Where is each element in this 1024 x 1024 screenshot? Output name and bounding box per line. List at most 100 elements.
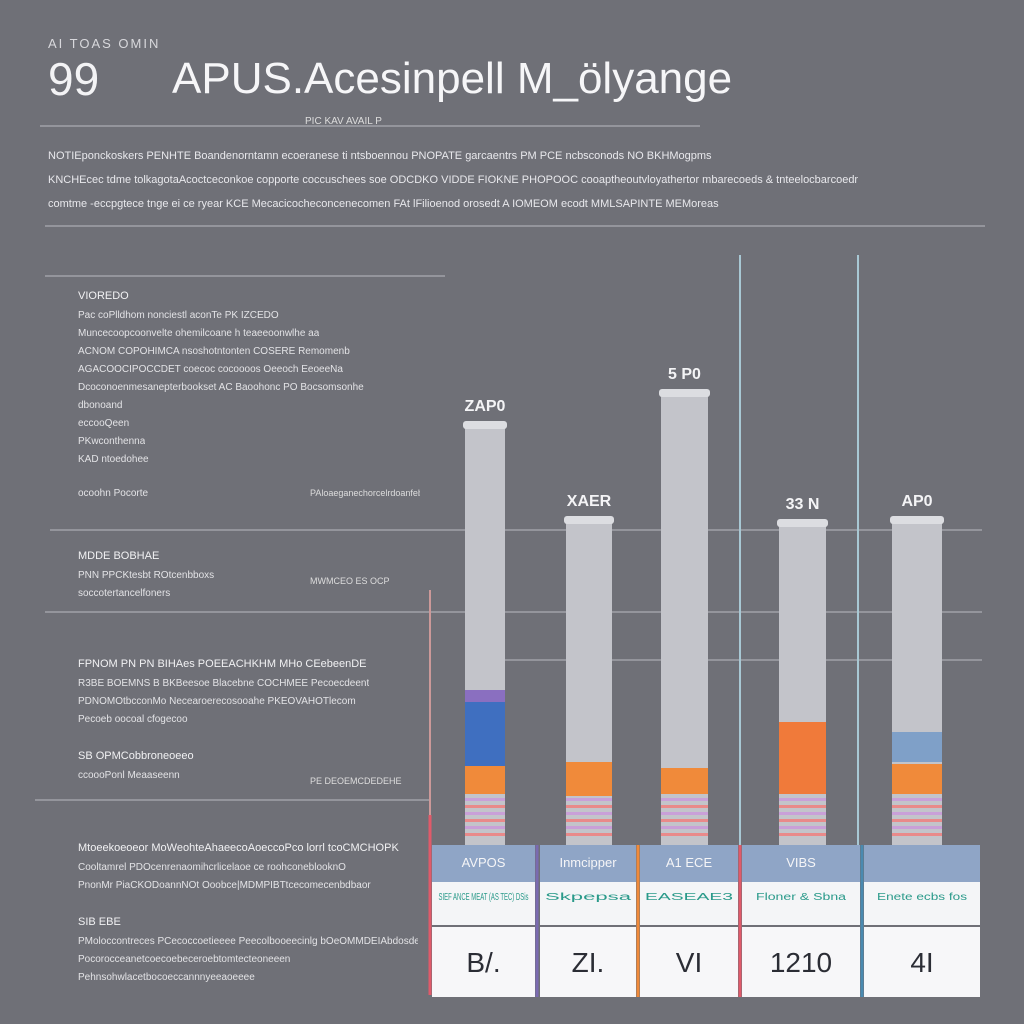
bar — [779, 523, 826, 845]
table-cell — [864, 882, 980, 925]
table-cell — [640, 882, 738, 925]
table-cell — [742, 882, 860, 925]
section-line: PMoloccontreces PCecoccoetieeee Peecolbo… — [78, 936, 418, 947]
subtitle: PIC KAV AVAIL P — [305, 116, 382, 127]
bar-label: AP0 — [901, 493, 932, 510]
bar-segment — [465, 702, 505, 766]
bar-stripe — [892, 833, 942, 836]
bar-stripe — [661, 798, 708, 801]
bar-label: XAER — [567, 493, 612, 510]
section-line: ACNOM COPOHIMCA nsoshotntonten COSERE Re… — [78, 346, 350, 357]
section-line: Pecoeb oocoal cfogecoo — [78, 714, 188, 725]
title: APUS.Acesinpell M_ölyange — [172, 54, 733, 103]
bar-stripe — [892, 812, 942, 815]
bar-segment — [892, 732, 942, 762]
section-heading: MDDE BOBHAE — [78, 550, 160, 562]
table-value: ZI. — [572, 947, 605, 978]
section-line: PNN PPCKtesbt ROtcenbboxs — [78, 570, 215, 581]
bar-stripe — [465, 826, 505, 829]
table-cell — [432, 927, 535, 997]
table-header-cell — [540, 845, 636, 882]
table-header-cell — [432, 845, 535, 882]
bar-cap — [890, 516, 944, 524]
table-cell-text: SIEF ANCE MEAT (AS TEC) DSis — [439, 892, 529, 903]
bar — [566, 520, 612, 845]
table-cell — [742, 927, 860, 997]
table-header-cell — [742, 845, 860, 882]
bar-stripe — [779, 798, 826, 801]
bar-stripe — [465, 819, 505, 822]
section-line: Pehnsohwlacetbocoeccannnyeeaoeeee — [78, 972, 255, 983]
bar-stripe — [661, 826, 708, 829]
bar-segment — [892, 764, 942, 794]
bar-stripe — [779, 812, 826, 815]
table-value: B/. — [466, 947, 500, 978]
bar-stripe — [465, 833, 505, 836]
table-header-text: A1 ECE — [666, 855, 713, 870]
section-line: Pac coPlldhom nonciestl aconTe PK IZCEDO — [78, 310, 279, 321]
table-value: VI — [676, 947, 702, 978]
section-line: dbonoand — [78, 400, 123, 411]
bar-label: ZAP0 — [465, 398, 506, 415]
bar-stripe — [661, 805, 708, 808]
bar-stripe — [892, 826, 942, 829]
section-line: PnonMr PiaCKODoannNOt Ooobce|MDMPIBTtcec… — [78, 880, 371, 891]
section-heading: SIB EBE — [78, 916, 121, 928]
section-line: AGACOOCIPOCCDET coecoc cocoooos Oeeoch E… — [78, 364, 343, 375]
section-line: KAD ntoedohee — [78, 454, 149, 465]
table-header-text: VIBS — [786, 855, 816, 870]
bar-stripe — [566, 805, 612, 808]
bar-stripe — [566, 812, 612, 815]
table-header-text: AVPOS — [462, 855, 506, 870]
section-line: Muncecoopcoonvelte ohemilcoane h teaeeoo… — [78, 328, 320, 339]
section-heading: FPNOM PN PN BIHAes POEEACHKHM MHo CEebee… — [78, 658, 367, 670]
bar-cap — [659, 389, 710, 397]
bar-stripe — [566, 819, 612, 822]
bar-stripe — [661, 833, 708, 836]
table-cell — [640, 927, 738, 997]
bar-stripe — [661, 812, 708, 815]
table-cell-text: Skpepsa — [545, 892, 632, 903]
bar-cap — [564, 516, 614, 524]
bar-segment — [465, 690, 505, 702]
bar-segment — [465, 766, 505, 794]
section-line: eccooQeen — [78, 418, 130, 429]
intro-line: NOTIEponckoskers PENHTE Boandenorntamn e… — [48, 150, 712, 162]
table-value: 1210 — [770, 947, 832, 978]
bar-cap — [777, 519, 828, 527]
bar-segment — [566, 762, 612, 796]
table-value: 4I — [910, 947, 933, 978]
bar-stripe — [779, 826, 826, 829]
bar-stripe — [779, 833, 826, 836]
section-line: Pocorocceanetcoecoebeceroebtomtecteoneee… — [78, 954, 291, 965]
bar-stripe — [465, 812, 505, 815]
table-cell — [864, 927, 980, 997]
bar-stripe — [661, 819, 708, 822]
bar — [892, 520, 942, 845]
section-line: Cooltamrel PDOcenrenaomihcrlicelaoe ce r… — [78, 862, 346, 873]
bar-stripe — [465, 805, 505, 808]
kicker: AI TOAS OMIN — [48, 36, 161, 51]
bar-segment — [661, 768, 708, 794]
section-line: ccoooPonl Meaaseenn — [78, 770, 180, 781]
table-cell — [432, 882, 535, 925]
table-cell — [540, 927, 636, 997]
bar-stripe — [566, 798, 612, 801]
table-cell-text: Enete ecbs fos — [877, 892, 967, 903]
section-aside: MWMCEO ES OCP — [310, 576, 390, 586]
section-note: ocoohn Pocorte — [78, 488, 149, 499]
table-header-cell — [864, 845, 980, 882]
table-header-cell — [640, 845, 738, 882]
intro-line: KNCHEcec tdme tolkagotaAcoctceconkoe cop… — [48, 174, 859, 186]
section-line: R3BE BOEMNS B BKBeesoe Blacebne COCHMEE … — [78, 678, 370, 689]
bar-stripe — [779, 819, 826, 822]
bar-stripe — [779, 805, 826, 808]
bar-cap — [463, 421, 507, 429]
bar-segment — [779, 722, 826, 794]
table-header-text: Inmcipper — [559, 855, 617, 870]
table-cell-text: Floner & Sbna — [756, 892, 847, 903]
bar-stripe — [892, 819, 942, 822]
section-aside: PE DEOEMCDEDEHE — [310, 776, 402, 786]
section-heading: Mtoeekoeoeor MoWeohteAhaeecoAoeccoPco lo… — [78, 842, 399, 854]
